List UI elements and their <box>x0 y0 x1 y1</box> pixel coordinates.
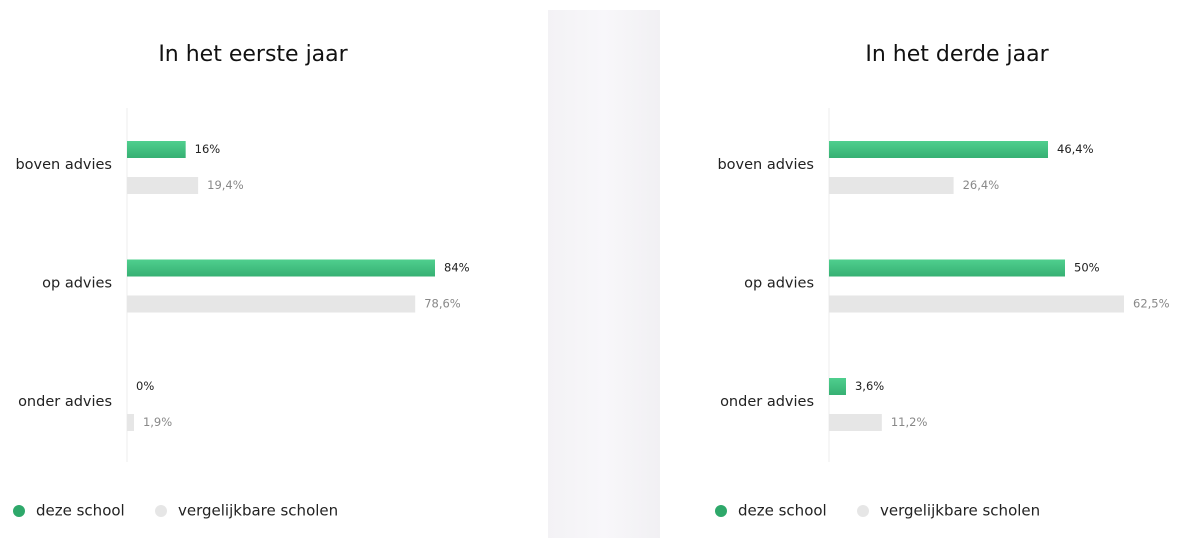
bar <box>829 177 954 194</box>
bar <box>829 414 882 431</box>
category-label: onder advies <box>18 394 112 410</box>
legend-label: vergelijkbare scholen <box>880 502 1040 520</box>
bar <box>127 177 199 194</box>
legend-swatch <box>155 505 167 517</box>
category-label: boven advies <box>15 157 112 173</box>
value-label: 46,4% <box>1057 142 1094 156</box>
bar <box>829 378 846 395</box>
bar <box>127 295 416 313</box>
legend-label: deze school <box>738 502 827 520</box>
category-label: onder advies <box>720 394 814 410</box>
bar <box>127 259 435 277</box>
value-label: 19,4% <box>207 178 244 192</box>
value-label: 0% <box>136 379 154 393</box>
category-label: op advies <box>42 276 112 292</box>
category-label: op advies <box>744 276 814 292</box>
value-label: 3,6% <box>855 379 884 393</box>
bar <box>829 259 1065 277</box>
legend-label: deze school <box>36 502 125 520</box>
value-label: 16% <box>195 142 221 156</box>
bar <box>127 414 134 431</box>
legend-swatch <box>857 505 869 517</box>
value-label: 11,2% <box>891 415 928 429</box>
bar <box>829 295 1124 313</box>
divider <box>548 10 660 538</box>
value-label: 84% <box>444 261 470 275</box>
legend-swatch <box>13 505 25 517</box>
chart-title: In het derde jaar <box>865 42 1049 67</box>
category-label: boven advies <box>717 157 814 173</box>
value-label: 78,6% <box>424 297 461 311</box>
value-label: 62,5% <box>1133 297 1170 311</box>
value-label: 50% <box>1074 261 1100 275</box>
legend-swatch <box>715 505 727 517</box>
bar <box>829 141 1049 158</box>
value-label: 1,9% <box>143 415 172 429</box>
legend-label: vergelijkbare scholen <box>178 502 338 520</box>
chart-title: In het eerste jaar <box>158 42 348 67</box>
value-label: 26,4% <box>963 178 1000 192</box>
bar <box>127 141 186 158</box>
